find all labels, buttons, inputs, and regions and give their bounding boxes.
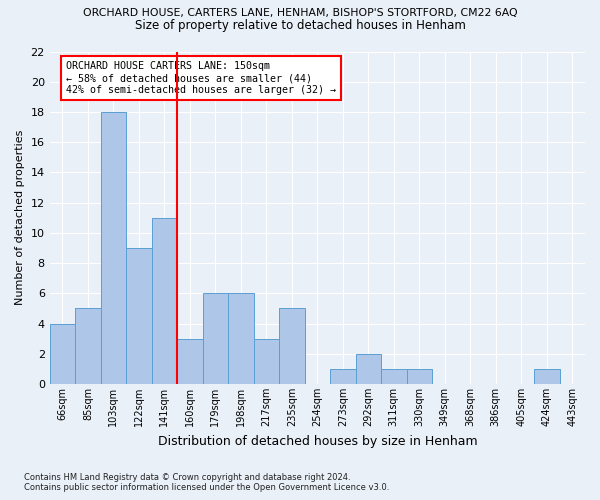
- Bar: [177, 338, 203, 384]
- Bar: [126, 248, 152, 384]
- Bar: [279, 308, 305, 384]
- Bar: [50, 324, 75, 384]
- Bar: [101, 112, 126, 384]
- Bar: [203, 294, 228, 384]
- Bar: [330, 369, 356, 384]
- X-axis label: Distribution of detached houses by size in Henham: Distribution of detached houses by size …: [158, 434, 477, 448]
- Bar: [356, 354, 381, 384]
- Y-axis label: Number of detached properties: Number of detached properties: [15, 130, 25, 306]
- Text: ORCHARD HOUSE CARTERS LANE: 150sqm
← 58% of detached houses are smaller (44)
42%: ORCHARD HOUSE CARTERS LANE: 150sqm ← 58%…: [66, 62, 336, 94]
- Bar: [75, 308, 101, 384]
- Text: Contains HM Land Registry data © Crown copyright and database right 2024.
Contai: Contains HM Land Registry data © Crown c…: [24, 473, 389, 492]
- Text: Size of property relative to detached houses in Henham: Size of property relative to detached ho…: [134, 19, 466, 32]
- Bar: [534, 369, 560, 384]
- Bar: [381, 369, 407, 384]
- Bar: [228, 294, 254, 384]
- Bar: [407, 369, 432, 384]
- Bar: [152, 218, 177, 384]
- Text: ORCHARD HOUSE, CARTERS LANE, HENHAM, BISHOP'S STORTFORD, CM22 6AQ: ORCHARD HOUSE, CARTERS LANE, HENHAM, BIS…: [83, 8, 517, 18]
- Bar: [254, 338, 279, 384]
